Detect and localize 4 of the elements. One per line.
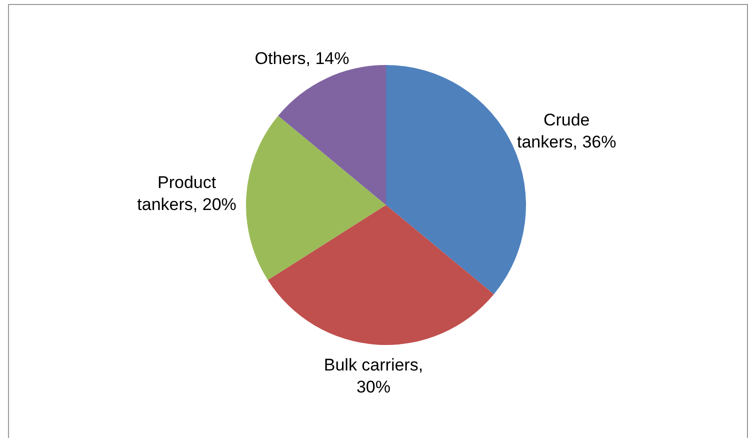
slice-label: Others, 14% <box>254 49 350 68</box>
slice-label: Product tankers, 20% <box>137 172 236 214</box>
slice-label: Bulk carriers, 30% <box>324 355 424 396</box>
slice-label: Crude tankers, 36% <box>516 110 616 152</box>
